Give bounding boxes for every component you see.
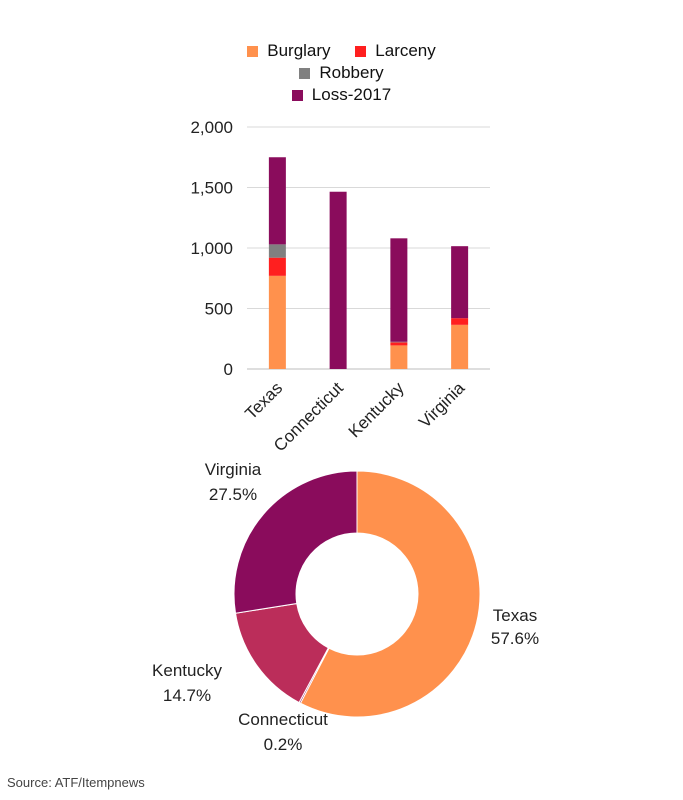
x-tick-label-kentucky: Kentucky [345,378,408,441]
y-tick-label: 0 [224,360,233,379]
legend-item-loss-2017: Loss-2017 [291,84,392,106]
legend-swatch-burglary [247,46,259,57]
y-tick-label: 1,500 [190,179,233,198]
legend-item-robbery: Robbery [299,62,384,84]
donut-label-connecticut: Connecticut [238,710,328,729]
bar-texas-loss-2017 [268,157,286,245]
legend-label-burglary: Burglary [267,41,331,60]
x-tick-label-texas: Texas [241,378,286,423]
bar-kentucky-burglary [390,345,408,369]
donut-label-kentucky: Kentucky [152,661,222,680]
bar-connecticut-loss-2017 [329,191,347,369]
donut-value-virginia: 27.5% [209,485,257,504]
legend-label-robbery: Robbery [319,63,384,82]
bar-virginia-larceny [451,318,469,325]
bar-virginia-loss-2017 [451,246,469,319]
donut-label-virginia: Virginia [205,460,262,479]
legend-swatch-loss-2017 [291,90,303,101]
y-tick-label: 500 [205,300,233,319]
bar-kentucky-loss-2017 [390,238,408,342]
legend-item-larceny: Larceny [355,40,436,62]
bar-chart-legend: Burglary Larceny Robbery Loss-2017 [0,40,683,106]
y-tick-label: 2,000 [190,118,233,137]
bar-kentucky-larceny [390,342,408,346]
bar-texas-larceny [268,257,286,276]
legend-item-burglary: Burglary [247,40,331,62]
bar-texas-burglary [268,275,286,369]
bar-texas-robbery [268,244,286,258]
donut-value-kentucky: 14.7% [163,686,211,705]
source-note: Source: ATF/Itempnews [7,775,145,790]
donut-value-connecticut: 0.2% [264,735,303,754]
stacked-bar-chart: 05001,0001,5002,000TexasConnecticutKentu… [190,118,490,455]
x-tick-label-virginia: Virginia [415,378,469,432]
legend-label-loss-2017: Loss-2017 [311,85,392,104]
donut-label-texas: Texas [493,606,537,625]
legend-label-larceny: Larceny [375,41,436,60]
donut-slice-virginia [233,470,358,614]
donut-chart: Texas 57.6% Connecticut 0.2% Kentucky 14.7% Vi… [152,460,539,754]
donut-value-texas: 57.6% [491,629,539,648]
donut-slice-texas [299,470,481,718]
legend-swatch-robbery [299,68,311,79]
y-tick-label: 1,000 [190,239,233,258]
bar-kentucky-robbery [390,341,408,343]
bar-virginia-burglary [451,324,469,369]
legend-swatch-larceny [355,46,367,57]
